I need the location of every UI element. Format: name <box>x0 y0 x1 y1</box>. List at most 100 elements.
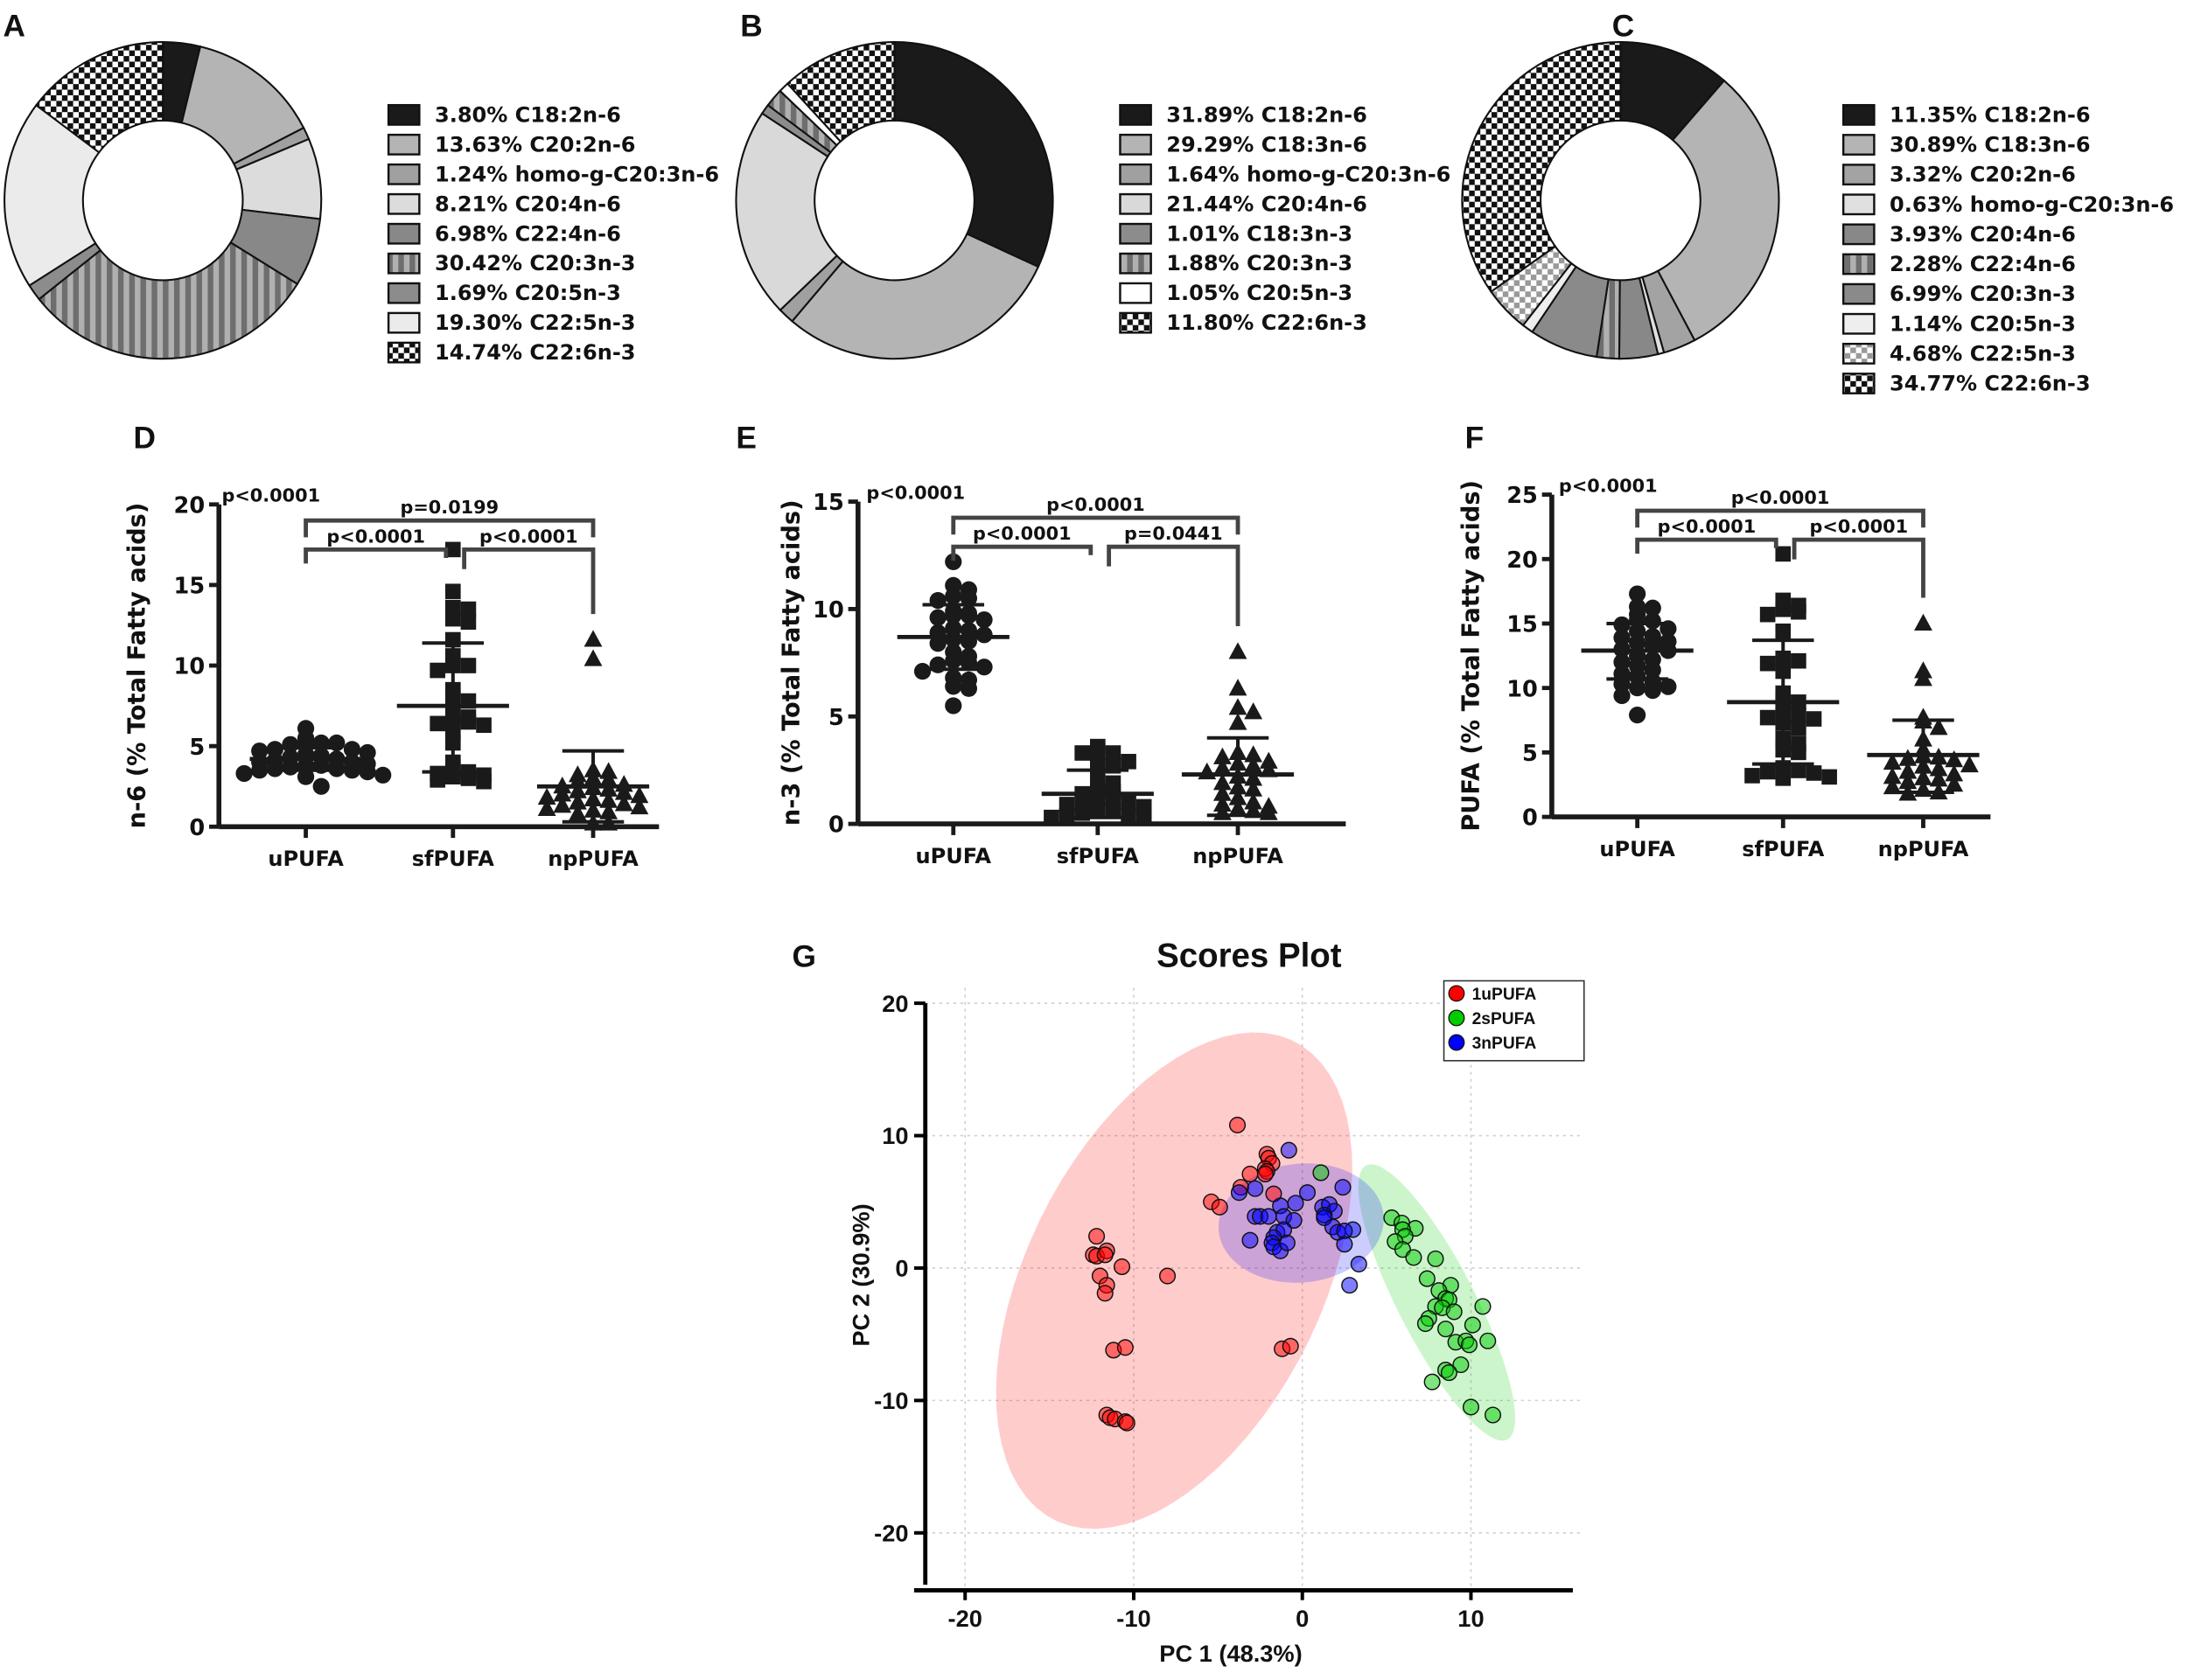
data-point-triangle <box>1259 751 1278 769</box>
score-point <box>1334 1179 1352 1196</box>
data-point-circle <box>1613 629 1631 646</box>
data-point-square <box>430 662 445 679</box>
data-point-circle <box>975 659 993 676</box>
data-point-square <box>1806 711 1822 727</box>
legend-swatch <box>387 311 421 334</box>
legend-swatch <box>1119 103 1152 126</box>
score-point <box>1462 1398 1479 1416</box>
score-point <box>1282 1337 1299 1355</box>
y-tick-label: -10 <box>874 1387 908 1414</box>
data-point-circle <box>235 764 253 783</box>
data-point-circle <box>945 553 962 570</box>
legend-percent: 11.35% <box>1890 102 1977 127</box>
data-point-triangle <box>1945 764 1964 782</box>
legend-percent: 11.80% <box>1166 310 1254 335</box>
legend-label: 3nPUFA <box>1472 1035 1537 1053</box>
data-point-triangle <box>1212 803 1232 820</box>
data-point-triangle <box>599 791 618 808</box>
data-point-square <box>1744 768 1760 784</box>
y-tick-label: 10 <box>1506 676 1538 702</box>
donut-slice <box>38 240 299 360</box>
legend-fatty-acid: C22:6n-3 <box>1261 310 1367 335</box>
legend-percent: 34.77% <box>1890 372 1977 396</box>
data-point-square <box>1759 763 1776 780</box>
data-point-circle <box>1613 687 1631 705</box>
data-point-triangle <box>568 804 587 821</box>
score-point <box>1287 1195 1304 1212</box>
data-point-square <box>1759 709 1776 726</box>
data-point-square <box>1105 803 1121 819</box>
y-axis-label: PUFA (% Total Fatty acids) <box>1458 480 1485 832</box>
data-point-triangle <box>1244 756 1263 773</box>
data-point-circle <box>945 697 962 715</box>
legend-fatty-acid: C20:5n-3 <box>1247 281 1352 305</box>
data-point-circle <box>343 762 361 779</box>
score-point <box>1440 1364 1457 1382</box>
score-point <box>1116 1339 1134 1356</box>
legend-swatch <box>1119 133 1152 156</box>
data-point-square <box>1105 745 1121 761</box>
data-point-triangle <box>1244 769 1263 786</box>
legend-swatch <box>1119 311 1152 334</box>
data-point-triangle <box>1914 669 1932 687</box>
p-value-label: p<0.0001 <box>479 526 578 547</box>
donut-chart-b: 31.89% C18:2n-6 29.29% C18:3n-6 1.64% homo… <box>735 41 1450 360</box>
y-tick-label: 5 <box>828 705 844 731</box>
data-point-square <box>1089 742 1106 759</box>
score-point <box>1211 1198 1228 1216</box>
category-label: uPUFA <box>268 847 344 871</box>
legend-swatch <box>1841 164 1876 186</box>
legend-fatty-acid: C22:6n-3 <box>529 340 635 365</box>
data-point-circle <box>1613 653 1631 671</box>
data-point-square <box>1074 792 1090 808</box>
legend-swatch <box>387 133 421 156</box>
y-tick-label: 15 <box>174 574 206 600</box>
y-tick-label: -20 <box>874 1519 908 1546</box>
score-point <box>1437 1321 1455 1338</box>
data-point-square <box>1791 720 1806 736</box>
data-point-triangle <box>1898 772 1918 790</box>
data-point-triangle <box>1228 642 1247 659</box>
legend-label: 1.14% C20:5n-3 <box>1890 311 2076 336</box>
y-tick-label: 0 <box>828 812 844 839</box>
data-point-triangle <box>1228 713 1247 730</box>
legend-percent: 13.63% <box>435 132 522 157</box>
legend-label: 1uPUFA <box>1472 986 1537 1004</box>
score-point <box>1484 1406 1502 1424</box>
data-point-circle <box>960 654 978 672</box>
data-point-square <box>1059 807 1075 824</box>
legend-label: 11.35% C18:2n-6 <box>1890 102 2091 127</box>
score-point <box>1452 1356 1470 1374</box>
p-value-label: p=0.0441 <box>1124 523 1223 544</box>
legend-label: 3.32% C20:2n-6 <box>1890 163 2076 187</box>
data-point-square <box>476 773 492 790</box>
legend-percent: 3.80% <box>435 102 507 127</box>
legend-fatty-acid: homo-g-C20:3n-6 <box>515 162 719 186</box>
data-point-circle <box>929 635 947 652</box>
category-label: sfPUFA <box>1742 837 1824 861</box>
score-point <box>1278 1234 1296 1251</box>
legend-percent: 2.28% <box>1890 252 1962 276</box>
panel-label-a: A <box>3 10 25 44</box>
legend-fatty-acid: C20:3n-3 <box>529 251 635 275</box>
overall-p-value: p<0.0001 <box>866 482 965 503</box>
legend-percent: 3.32% <box>1890 163 1962 187</box>
data-point-triangle <box>1198 762 1217 780</box>
category-label: npPUFA <box>1878 837 1969 861</box>
score-point <box>1118 1414 1135 1432</box>
data-point-circle <box>374 766 392 784</box>
data-point-triangle <box>1244 745 1263 763</box>
legend-fatty-acid: C18:2n-6 <box>515 102 621 127</box>
p-value-label: p<0.0001 <box>1809 516 1908 537</box>
legend-marker <box>1448 985 1465 1002</box>
data-point-triangle <box>537 787 556 805</box>
y-tick-label: 0 <box>895 1255 908 1282</box>
panel-label-g: G <box>793 939 816 973</box>
data-point-square <box>460 601 477 617</box>
score-point <box>1418 1270 1436 1287</box>
data-point-circle <box>1644 612 1661 630</box>
legend-label: 14.74% C22:6n-3 <box>435 340 636 365</box>
overall-p-value: p<0.0001 <box>221 485 320 506</box>
data-point-square <box>1775 546 1792 562</box>
